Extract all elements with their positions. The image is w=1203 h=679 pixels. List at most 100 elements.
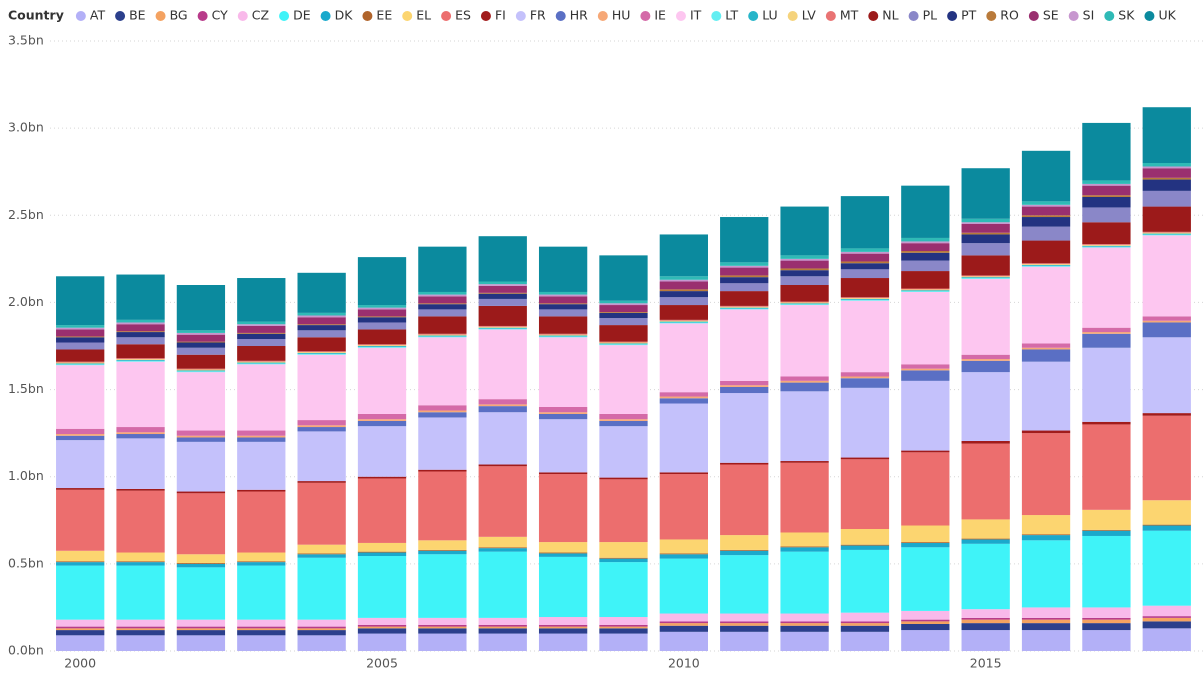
bar-segment [1021, 204, 1071, 207]
legend-label: LT [725, 8, 738, 23]
bar-segment [1082, 509, 1131, 530]
bar-segment [780, 285, 829, 302]
bar-segment [961, 224, 1010, 233]
bar-segment [780, 301, 829, 303]
bar-segment [538, 294, 588, 297]
legend-label: CZ [252, 8, 269, 23]
bar-segment [840, 631, 890, 651]
bar-segment [297, 272, 346, 313]
bar-segment [780, 631, 829, 651]
bar-segment [538, 337, 588, 407]
bar-segment [840, 253, 890, 262]
legend-label: HU [612, 8, 631, 23]
bar-segment [1142, 530, 1191, 606]
bar-segment [1021, 540, 1071, 608]
legend-marker [402, 11, 413, 21]
bar-segment [1142, 525, 1191, 531]
bar-segment [56, 626, 105, 629]
bar-segment [116, 434, 165, 439]
bar-segment [961, 543, 1010, 610]
bar-segment [176, 342, 226, 348]
bar-segment [538, 246, 588, 292]
bar-segment [538, 316, 588, 334]
bar-segment [901, 380, 950, 451]
bar-segment [116, 635, 165, 651]
legend-label: ES [455, 8, 471, 23]
bar-segment [478, 624, 527, 627]
bar-segment [599, 305, 648, 313]
bar-segment [599, 542, 648, 558]
bar-segment [56, 362, 105, 364]
legend-marker [947, 11, 958, 21]
bar-segment [1021, 535, 1071, 541]
bar-segment [56, 361, 105, 363]
bar-segment [297, 420, 346, 426]
bar-segment [840, 248, 890, 252]
bar-segment [901, 542, 950, 543]
bar-segment [297, 352, 346, 353]
bar-segment [901, 370, 950, 381]
bar-segment [56, 329, 105, 337]
bar-segment [599, 300, 648, 304]
bar-segment [720, 550, 769, 556]
bar-segment [780, 625, 829, 632]
bar-segment [840, 196, 890, 249]
bar-segment [56, 364, 105, 366]
legend-marker [155, 11, 166, 21]
legend-marker [279, 11, 290, 21]
bar-segment [1142, 190, 1191, 207]
bar-segment [1082, 617, 1131, 620]
bar-segment [116, 331, 165, 333]
bar-segment [1021, 630, 1071, 651]
bar-segment [1021, 206, 1071, 216]
bar-segment [1142, 177, 1191, 180]
bar-segment [901, 525, 950, 543]
bar-segment [1082, 180, 1131, 184]
legend-marker [986, 11, 997, 21]
bar-segment [116, 630, 165, 636]
x-tick-label: 2005 [366, 656, 398, 671]
bar-segment [237, 565, 286, 620]
bar-segment [1021, 264, 1071, 265]
bar-segment [56, 440, 105, 489]
bar-segment [116, 319, 165, 323]
bar-segment [659, 554, 708, 559]
bar-segment [599, 312, 648, 313]
bar-segment [297, 481, 346, 483]
bar-segment [1082, 333, 1131, 348]
bar-segment [1021, 430, 1071, 434]
bar-segment [1021, 226, 1071, 241]
bar-segment [599, 255, 648, 301]
bar-segment [357, 344, 407, 346]
bar-segment [478, 404, 527, 407]
bar-segment [780, 304, 829, 306]
bar-segment [599, 312, 648, 319]
bar-segment [720, 309, 769, 381]
bar-segment [538, 628, 588, 634]
legend-label: SI [1083, 8, 1095, 23]
bar-segment [176, 371, 226, 373]
bar-segment [237, 437, 286, 442]
bar-segment [1142, 621, 1191, 629]
bar-segment [176, 285, 226, 331]
legend-label: FI [495, 8, 506, 23]
bar-segment [840, 459, 890, 529]
legend-marker [711, 11, 722, 21]
bar-segment [237, 364, 286, 431]
bar-segment [116, 561, 165, 563]
bar-segment [357, 329, 407, 345]
legend-title: Country [8, 8, 64, 23]
bar-segment [599, 318, 648, 326]
bar-segment [901, 610, 950, 620]
bar-segment [237, 278, 286, 322]
bar-segment [1142, 206, 1191, 232]
bar-segment [116, 438, 165, 489]
bar-segment [599, 628, 648, 634]
bar-segment [538, 626, 588, 629]
y-tick-label: 0.5bn [8, 555, 44, 570]
bar-segment [176, 435, 226, 438]
bar-segment [56, 561, 105, 563]
bar-segment [418, 410, 467, 413]
bar-segment [1142, 605, 1191, 617]
